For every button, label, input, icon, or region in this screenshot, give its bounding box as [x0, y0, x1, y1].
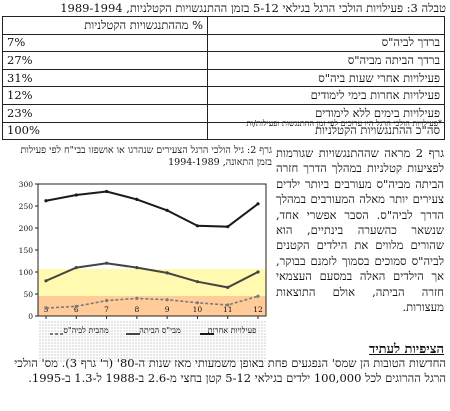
row-label: ברדך לביה"ס [207, 33, 445, 53]
series-point [165, 298, 169, 302]
series-point [165, 271, 169, 275]
row-value: 31% [2, 68, 208, 88]
legend-label-other: פעילויות אחרות [208, 326, 257, 335]
series-point [135, 296, 139, 300]
series-point [195, 301, 200, 305]
series-line-1 [45, 190, 259, 228]
series-point [256, 294, 260, 298]
chart-title: גרף 2: גיל הולכי הרגל הצעירים שנהרגו או … [20, 145, 272, 168]
series-point [226, 285, 230, 289]
table-row: ברדך הביתה מביה"ס 27% [2, 51, 445, 70]
x-tick-label: 6 [74, 305, 79, 314]
series-point [195, 224, 200, 228]
section-body: החדשות הטובות הן שמס' הנפגעים פחת באופן … [14, 356, 446, 386]
y-tick-label: 50 [23, 290, 33, 299]
y-tick-label: 150 [19, 246, 34, 255]
x-tick-label: 10 [193, 305, 203, 314]
table-row: פעילויות אחרי שעות ביה"ס 31% [2, 68, 445, 88]
x-tick-label: 8 [134, 305, 139, 314]
series-point [74, 266, 78, 270]
y-tick-label: 0 [28, 312, 33, 321]
table-total-row: סה"כ ההתנגשויות הקטלניות 100% [2, 121, 445, 141]
series-point [135, 197, 139, 201]
series-layer [44, 189, 260, 310]
series-point [44, 279, 48, 283]
y-axis-ticks: 0 50 100 150 200 250 300 [19, 180, 38, 321]
series-point [226, 225, 230, 229]
table-row: פעילויות אחרות בימי לימודים 12% [2, 86, 445, 105]
row-value: 12% [2, 86, 208, 105]
y-tick-label: 300 [19, 180, 34, 189]
series-line-2 [45, 262, 259, 289]
y-tick-label: 100 [19, 268, 34, 277]
table-header-row: % מההתנגשויות הקטלניות [2, 16, 445, 35]
header-blank-cell [207, 16, 445, 35]
series-point [104, 261, 109, 265]
row-label: ברדך הביתה מביה"ס [207, 51, 445, 70]
y-tick-label: 200 [19, 224, 34, 233]
activity-table: % מההתנגשויות הקטלניות ברדך לביה"ס 7% בר… [2, 16, 445, 141]
total-value: 100% [2, 121, 208, 141]
series-point [165, 208, 169, 212]
series-point [74, 193, 78, 197]
table-title: טבלה 3: פעילויות הולכי הרגל בגילאי 5-12 … [60, 1, 446, 15]
series-point [195, 280, 200, 284]
x-tick-label: 11 [223, 305, 233, 314]
row-label: פעילויות אחרות בימי לימודים [207, 86, 445, 105]
series-line-3 [45, 295, 259, 309]
row-value: 7% [2, 33, 208, 53]
legend-label-home: מבי"ס הביתה [139, 326, 181, 335]
section-heading: הציפיות לעתיד [369, 342, 444, 357]
legend-background [38, 320, 266, 362]
legend-label-school: מהבית לביה"ס [63, 326, 109, 335]
series-point [44, 306, 48, 310]
row-value: 27% [2, 51, 208, 70]
legend: פעילויות אחרות מבי"ס הביתה מהבית לביה"ס [50, 326, 256, 335]
table-footnote: *פעילויות הולכי הרגל היו ערוכים לפי זמן … [246, 119, 442, 128]
plot-band-middle [38, 269, 266, 296]
series-point [44, 199, 48, 203]
table-row: ברדך לביה"ס 7% [2, 33, 445, 53]
body-paragraph: גרף 2 מראה שההתנגשויות שגורמות לפציעות ק… [276, 146, 444, 315]
series-point [226, 303, 230, 307]
x-tick-label: 9 [165, 305, 170, 314]
series-point [104, 299, 109, 303]
total-label: סה"כ ההתנגשויות הקטלניות [207, 121, 445, 141]
series-point [256, 202, 260, 206]
series-point [256, 270, 260, 274]
x-tick-label: 7 [104, 305, 109, 314]
header-cell: % מההתנגשויות הקטלניות [2, 16, 208, 35]
plot-band-lower [38, 296, 266, 316]
series-point [104, 189, 109, 194]
series-point [135, 266, 139, 270]
x-tick-label: 12 [253, 305, 263, 314]
row-label: פעילויות אחרי שעות ביה"ס [207, 68, 445, 88]
y-tick-label: 250 [19, 202, 34, 211]
series-point [74, 304, 78, 308]
